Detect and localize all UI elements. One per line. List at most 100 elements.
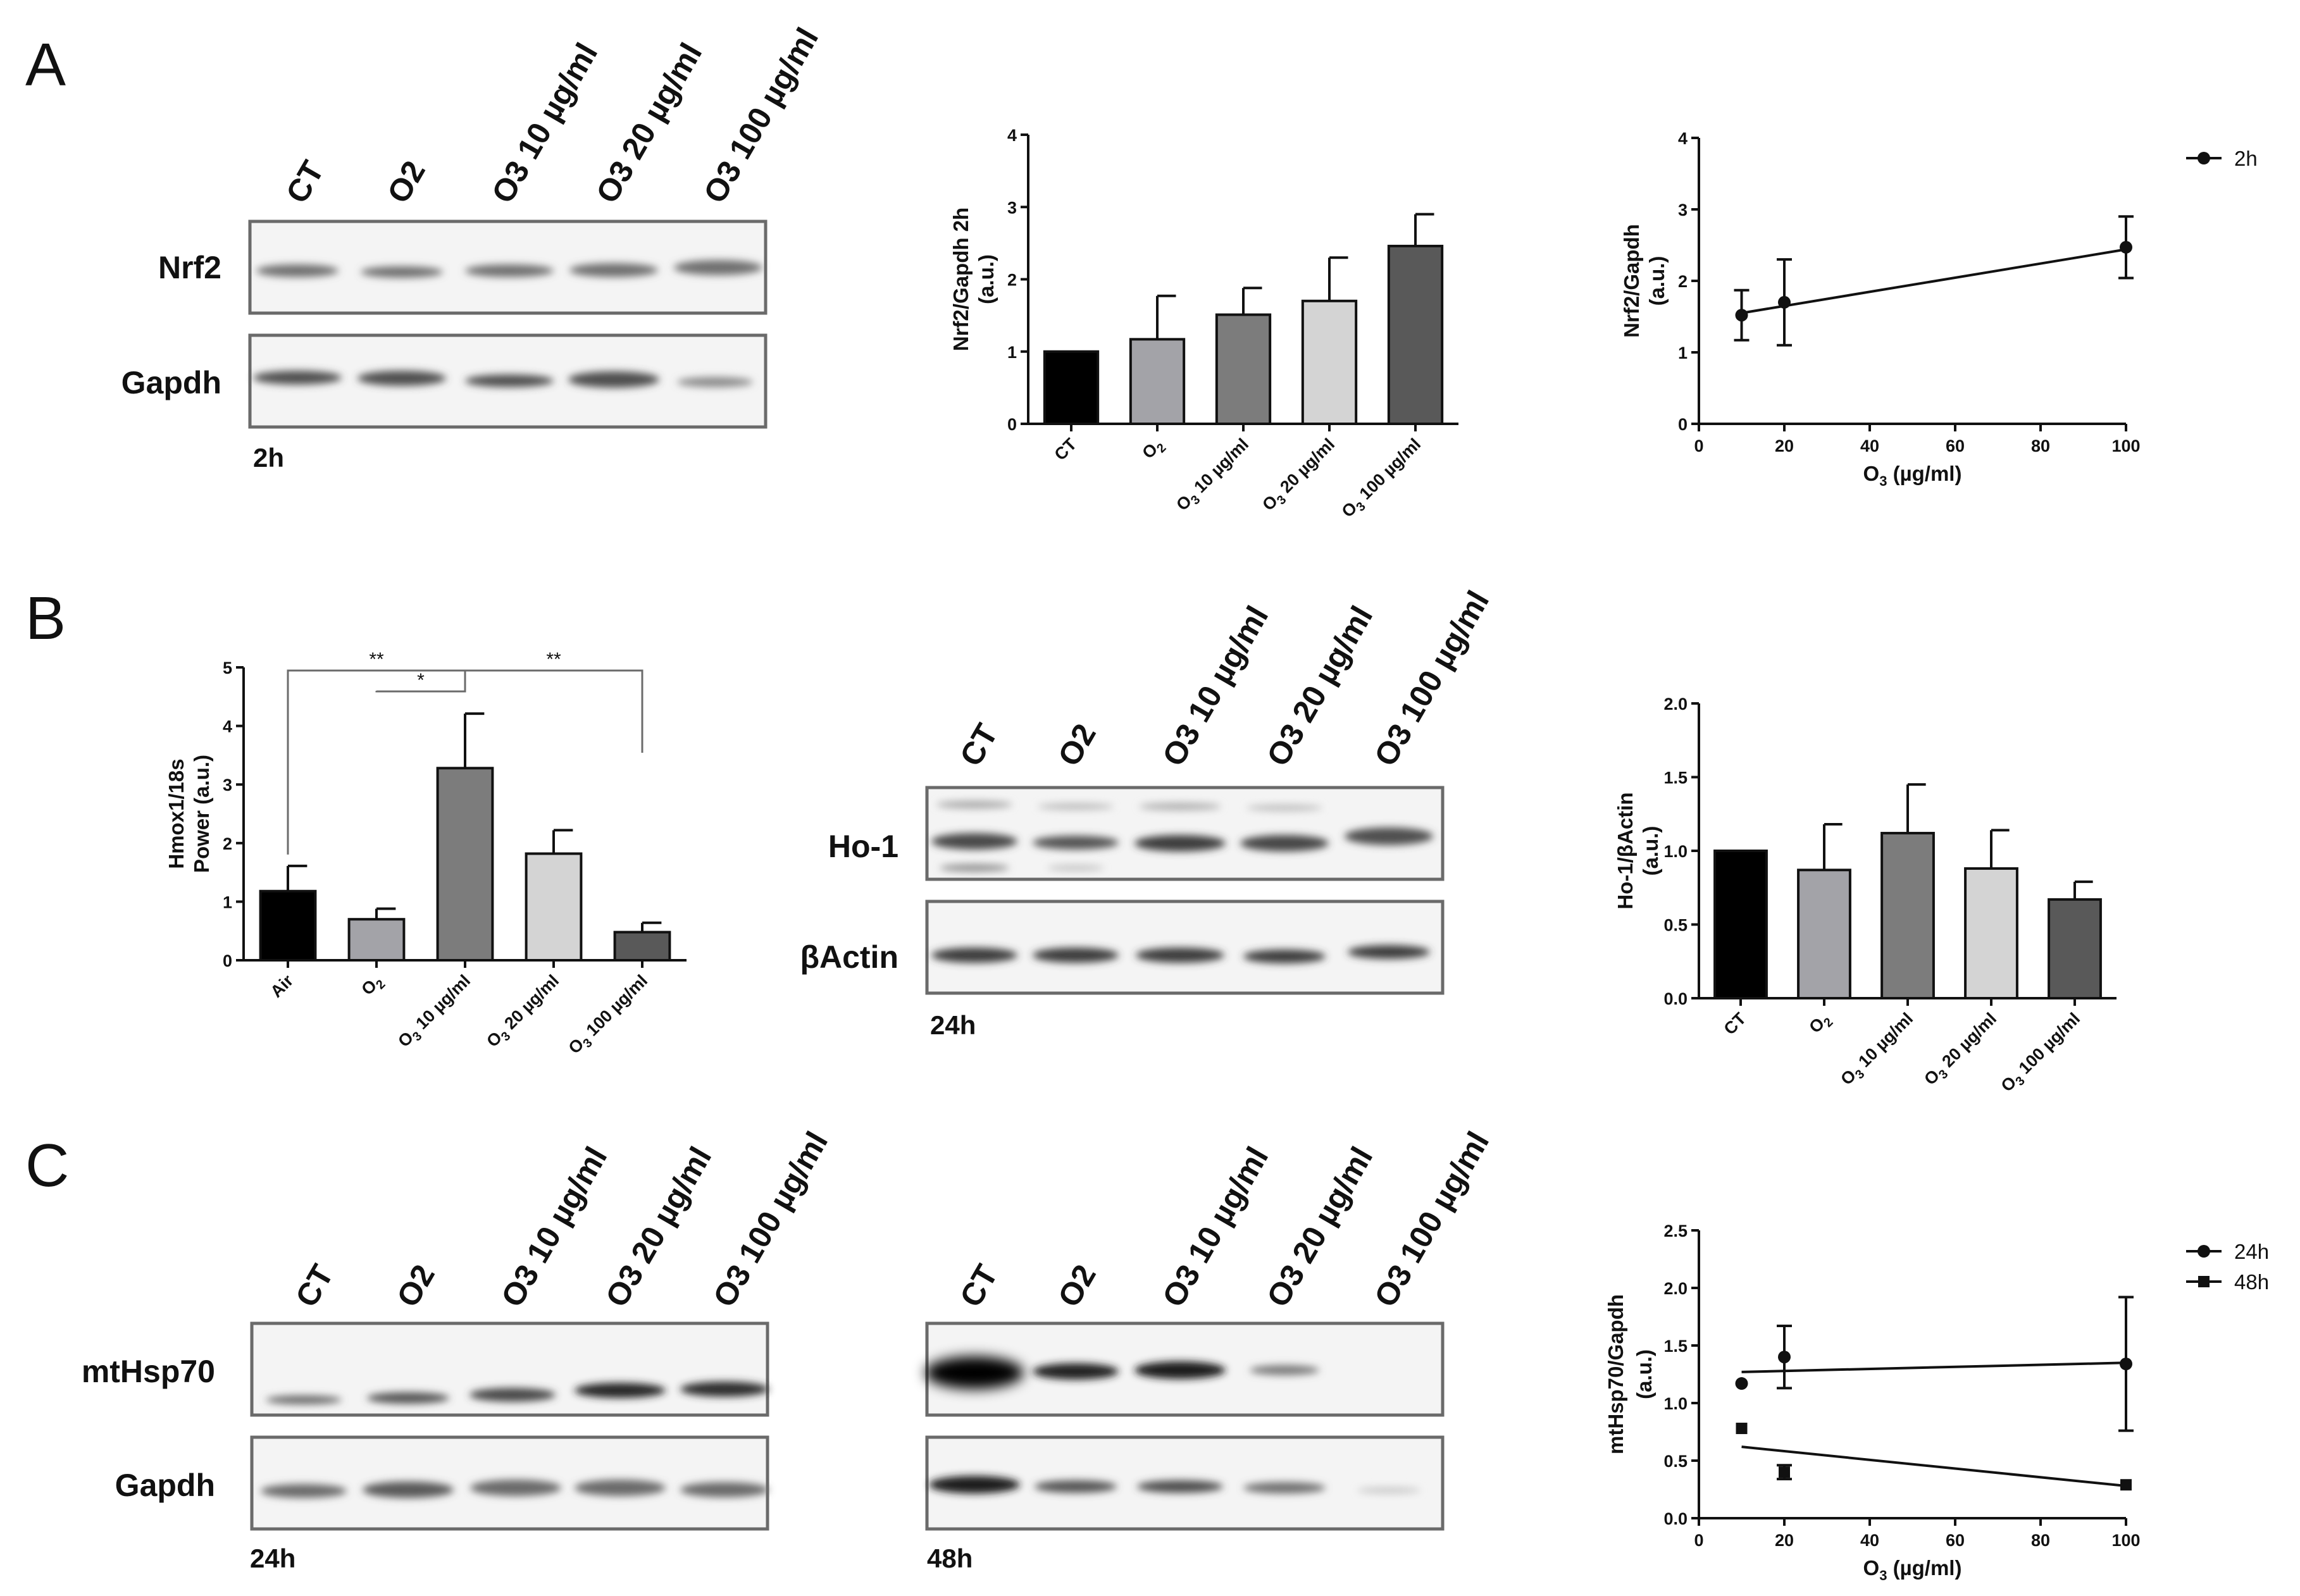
significance-bracket	[287, 669, 465, 855]
x-tick-label: 0	[1694, 1531, 1703, 1550]
bar	[1129, 338, 1186, 426]
blot-b: CT O2 O3 10 µg/ml O3 20 µg/ml O3 100 µg/…	[800, 585, 1496, 1040]
panel-letter-c: C	[25, 1132, 69, 1199]
bar	[525, 852, 583, 962]
chart-c-line: 0.0 0.5 1.0 1.5 2.0 2.5 0 20 40 60 80 100 O3 (µg/ml)…	[1604, 1222, 2269, 1583]
x-tick-label: Air	[267, 971, 297, 1001]
y-tick-label: 4	[1678, 129, 1688, 148]
blot-b-lane-label: O3 10 µg/ml	[1155, 600, 1275, 772]
blot-c48-lane-label: O2	[1051, 1259, 1103, 1313]
legend-label: 48h	[2234, 1270, 2269, 1294]
significance-label: **	[369, 649, 384, 670]
y-tick-label: 1.5	[1663, 1337, 1688, 1356]
y-tick-label: 2.0	[1663, 1279, 1688, 1298]
y-tick-label: 1.0	[1663, 1394, 1688, 1413]
y-axis-title-2: (a.u.)	[1632, 1349, 1656, 1399]
y-tick-label: 2	[1007, 271, 1017, 290]
blot-c24-lane-label: O2	[390, 1259, 442, 1313]
x-tick-label: O3 10 µg/ml	[1172, 435, 1255, 517]
blot-a-row-label-gapdh: Gapdh	[121, 365, 221, 400]
y-axis-title-2: (a.u.)	[1639, 826, 1662, 876]
data-point	[1778, 1351, 1791, 1364]
y-tick-label: 1	[223, 893, 232, 912]
blot-a-lane-label: O3 10 µg/ml	[485, 37, 604, 209]
x-tick-label: 20	[1775, 436, 1794, 455]
x-tick-label: CT	[1720, 1009, 1750, 1039]
x-tick-label: 0	[1694, 436, 1703, 455]
significance-label: **	[546, 649, 561, 670]
blot-c48-lane-label: O3 10 µg/ml	[1155, 1141, 1275, 1313]
blot-b-bactin-membrane	[925, 900, 1445, 995]
y-tick-label: 2	[1678, 272, 1688, 291]
bar	[1387, 244, 1444, 425]
panel-letter-a: A	[25, 31, 66, 99]
y-tick-label: 1.0	[1663, 842, 1688, 861]
x-tick-label: O3 20 µg/ml	[483, 971, 565, 1053]
x-tick-label: 40	[1860, 1531, 1879, 1550]
legend-label: 24h	[2234, 1240, 2269, 1263]
legend-marker	[2197, 152, 2210, 164]
bar	[1215, 313, 1272, 426]
y-tick-label: 3	[1007, 198, 1017, 217]
blot-c48-lane-label: O3 100 µg/ml	[1367, 1125, 1496, 1313]
x-tick-label: 80	[2031, 436, 2050, 455]
fit-line	[1741, 1445, 2127, 1488]
blot-a-lane-label: O3 100 µg/ml	[697, 22, 825, 209]
x-tick-label: 80	[2031, 1531, 2050, 1550]
blot-c48-lane-label: O3 20 µg/ml	[1260, 1141, 1379, 1313]
data-point	[2120, 1479, 2132, 1491]
bar	[613, 931, 671, 962]
panel-letter-b: B	[25, 585, 66, 652]
x-tick-label: O3 10 µg/ml	[394, 971, 476, 1053]
y-tick-label: 1.5	[1663, 769, 1688, 788]
bar	[1880, 832, 1935, 1000]
blot-c48-time-label: 48h	[927, 1543, 973, 1573]
y-axis-title-2: Power (a.u.)	[190, 755, 213, 873]
significance-bracket	[465, 669, 643, 753]
blot-a-time-label: 2h	[253, 443, 284, 473]
y-axis-title: Nrf2/Gapdh 2h	[949, 207, 973, 351]
legend-marker	[2197, 1245, 2210, 1258]
significance-bracket	[375, 671, 466, 693]
y-axis-title: Ho-1/βActin	[1613, 792, 1637, 909]
x-tick-label: O3 100 µg/ml	[565, 971, 654, 1060]
data-point	[1779, 1466, 1790, 1478]
y-axis-title-2: (a.u.)	[974, 254, 998, 304]
blot-a-row-label-nrf2: Nrf2	[158, 250, 221, 285]
blot-a-lane-label: O3 20 µg/ml	[589, 37, 709, 209]
y-tick-label: 2.0	[1663, 695, 1688, 714]
blot-b-row-label-ho1: Ho-1	[828, 829, 898, 864]
y-tick-label: 0.0	[1663, 1509, 1688, 1528]
y-tick-label: 3	[223, 776, 232, 795]
blot-c24-row-label-mthsp70: mtHsp70	[82, 1354, 215, 1389]
y-axis-title: Hmox1/18s	[165, 758, 188, 869]
y-tick-label: 1	[1007, 343, 1017, 362]
y-tick-label: 2.5	[1663, 1222, 1688, 1240]
blot-b-lane-label: CT	[953, 718, 1005, 772]
x-tick-label: CT	[1051, 435, 1081, 464]
blot-c24-lane-label: O3 100 µg/ml	[706, 1125, 835, 1313]
x-axis-title: O3 (µg/ml)	[1863, 462, 1962, 489]
x-tick-label: 60	[1946, 436, 1965, 455]
blot-b-lane-label: O3 100 µg/ml	[1367, 585, 1496, 772]
x-tick-label: O3 10 µg/ml	[1837, 1009, 1919, 1091]
y-axis-title-2: (a.u.)	[1645, 256, 1669, 306]
x-tick-label: 60	[1946, 1531, 1965, 1550]
x-tick-label: O2	[1138, 435, 1169, 465]
fit-line	[1741, 248, 2127, 314]
y-axis-title: Nrf2/Gapdh	[1620, 224, 1643, 338]
bar	[2048, 898, 2102, 1000]
blot-a: CT O2 O3 10 µg/ml O3 20 µg/ml O3 100 µg/…	[121, 22, 826, 473]
y-tick-label: 2	[223, 834, 232, 853]
blot-c24-row-label-gapdh: Gapdh	[115, 1468, 215, 1503]
blot-c24-time-label: 24h	[250, 1543, 295, 1573]
y-tick-label: 0.5	[1663, 916, 1688, 935]
bar	[1301, 299, 1358, 425]
y-tick-label: 3	[1678, 201, 1688, 220]
y-tick-label: 1	[1678, 343, 1688, 362]
blot-a-lane-label: O2	[380, 155, 432, 209]
